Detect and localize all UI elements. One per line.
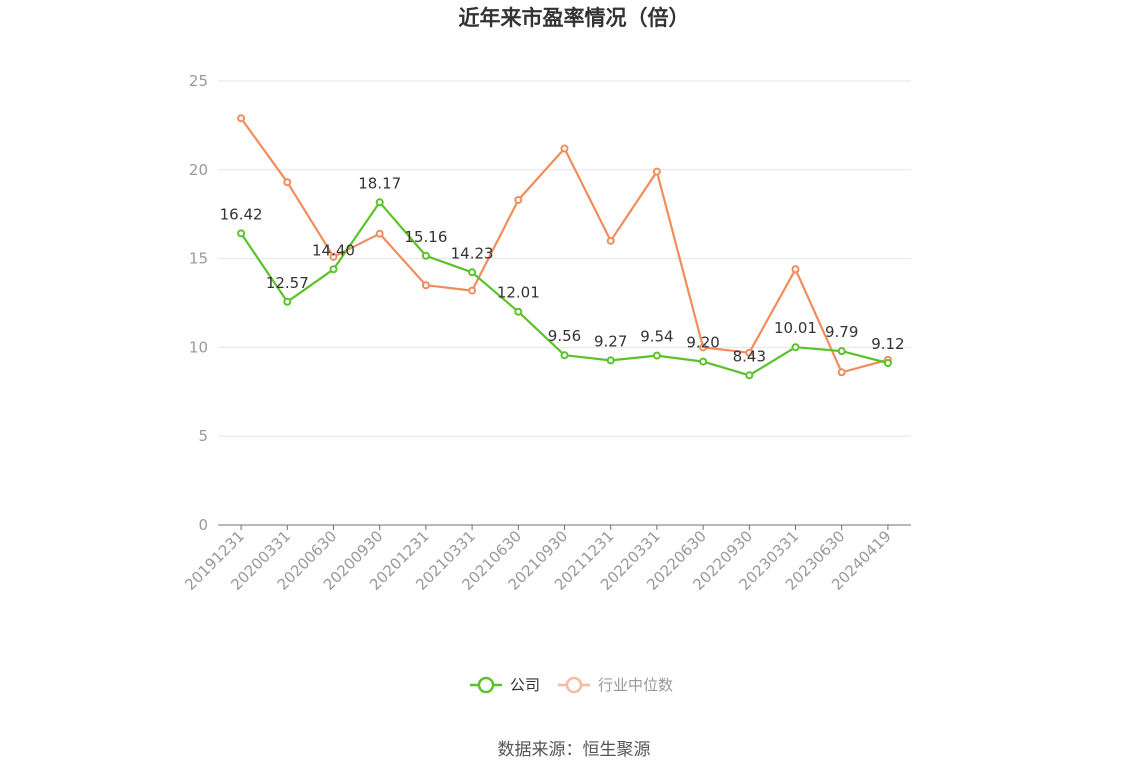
- legend-label: 行业中位数: [598, 676, 673, 694]
- data-label: 15.16: [404, 228, 447, 246]
- data-point: [837, 368, 846, 377]
- data-point: [560, 144, 569, 153]
- legend-marker: [477, 676, 495, 694]
- data-point: [745, 371, 754, 380]
- data-point: [283, 297, 292, 306]
- data-point: [745, 348, 754, 357]
- data-point: [699, 343, 708, 352]
- data-label: 9.54: [640, 328, 673, 346]
- data-point: [883, 359, 892, 368]
- y-tick-label: 5: [198, 427, 208, 445]
- data-point: [837, 347, 846, 356]
- data-point: [514, 195, 523, 204]
- data-point: [791, 265, 800, 274]
- data-point: [606, 236, 615, 245]
- y-tick-label: 20: [189, 161, 208, 179]
- data-point: [468, 268, 477, 277]
- data-label: 12.01: [497, 284, 540, 302]
- data-point: [699, 357, 708, 366]
- data-point: [468, 286, 477, 295]
- data-point: [791, 343, 800, 352]
- data-point: [421, 251, 430, 260]
- data-label: 9.20: [686, 334, 719, 352]
- legend-item-company[interactable]: 公司: [470, 676, 540, 694]
- data-label: 14.40: [312, 241, 355, 259]
- source-text: 数据来源：恒生聚源: [498, 740, 651, 760]
- data-point: [283, 178, 292, 187]
- data-point: [237, 229, 246, 238]
- data-point: [606, 356, 615, 365]
- series-points: [237, 114, 892, 380]
- data-point: [652, 351, 661, 360]
- data-label: 9.12: [871, 335, 904, 353]
- data-label: 16.42: [220, 205, 263, 223]
- data-point: [652, 167, 661, 176]
- legend-item-industry-median[interactable]: 行业中位数: [558, 676, 673, 694]
- data-label: 10.01: [774, 319, 817, 337]
- data-point: [514, 307, 523, 316]
- y-axis-ticks: 0 5 10 15 20 25: [189, 72, 208, 534]
- data-point: [560, 351, 569, 360]
- data-label: 8.43: [733, 347, 766, 365]
- data-point: [329, 252, 338, 261]
- legend-marker: [565, 676, 583, 694]
- data-point: [375, 198, 384, 207]
- legend-label: 公司: [510, 676, 540, 694]
- series-line-company: [240, 201, 889, 377]
- data-label: 12.57: [266, 274, 309, 292]
- data-label: 14.23: [451, 244, 494, 262]
- data-point: [375, 229, 384, 238]
- data-label: 9.27: [594, 332, 627, 350]
- data-label: 9.79: [825, 323, 858, 341]
- y-tick-label: 0: [198, 516, 208, 534]
- y-tick-label: 15: [189, 250, 208, 268]
- chart-title: 近年来市盈率情况（倍）: [459, 6, 690, 30]
- data-label: 18.17: [358, 174, 401, 192]
- y-tick-label: 25: [189, 72, 208, 90]
- data-point: [237, 114, 246, 123]
- data-label: 9.56: [548, 327, 581, 345]
- data-point: [421, 281, 430, 290]
- legend[interactable]: 公司 行业中位数: [470, 676, 673, 694]
- y-tick-label: 10: [189, 338, 208, 356]
- data-point: [329, 265, 338, 274]
- x-axis: 2019123120200331202006302020093020201231…: [181, 524, 911, 594]
